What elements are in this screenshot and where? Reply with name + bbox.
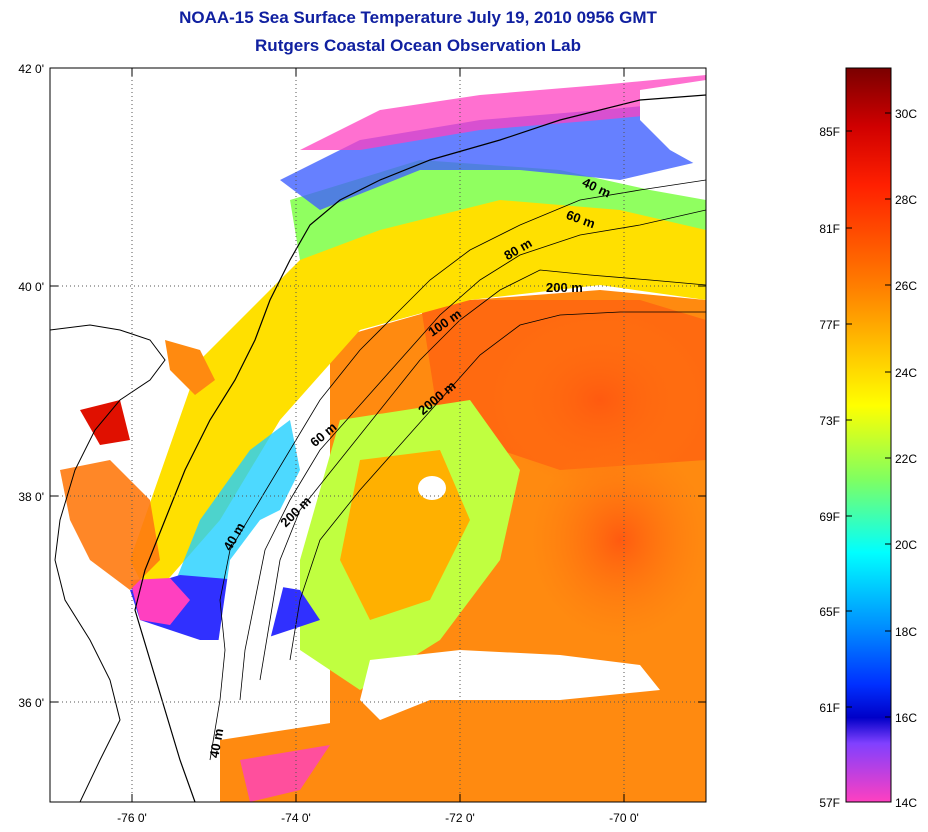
colorbar-c-label: 24C [895,366,917,380]
colorbar-c-label: 28C [895,193,917,207]
colorbar-f-label: 81F [819,222,840,236]
colorbar-c-label: 26C [895,279,917,293]
colorbar-c-label: 16C [895,711,917,725]
colorbar-c-label: 18C [895,625,917,639]
latitude-label: 38 0' [18,490,44,504]
colorbar-f-label: 69F [819,510,840,524]
latitude-label: 42 0' [18,62,44,76]
latitude-label: 40 0' [18,280,44,294]
colorbar-c-label: 30C [895,107,917,121]
map-grid [50,68,706,802]
contour-label: 40 m [206,727,226,759]
colorbar-c-label: 20C [895,538,917,552]
sst-imagery: 40 m 60 m 80 m 200 m 100 m 2000 m 60 m 2… [50,68,706,802]
colorbar-f-label: 85F [819,125,840,139]
longitude-label: -76 0' [117,811,147,825]
colorbar-c-label: 22C [895,452,917,466]
longitude-label: -74 0' [281,811,311,825]
colorbar-f-label: 77F [819,318,840,332]
colorbar: 85F 81F 77F 73F 69F 65F 61F 57F 30C 28C … [819,67,917,810]
colorbar-f-label: 73F [819,414,840,428]
colorbar-f-label: 61F [819,701,840,715]
latitude-label: 36 0' [18,696,44,710]
map-frame [49,67,707,803]
longitude-label: -72 0' [445,811,475,825]
contour-label: 200 m [546,280,583,295]
longitude-label: -70 0' [609,811,639,825]
colorbar-gradient [845,67,892,803]
map-subtitle: Rutgers Coastal Ocean Observation Lab [255,36,581,55]
colorbar-f-label: 65F [819,605,840,619]
map-title: NOAA-15 Sea Surface Temperature July 19,… [179,8,657,27]
colorbar-c-label: 14C [895,796,917,810]
axis-ticks [50,68,706,802]
colorbar-f-label: 57F [819,796,840,810]
